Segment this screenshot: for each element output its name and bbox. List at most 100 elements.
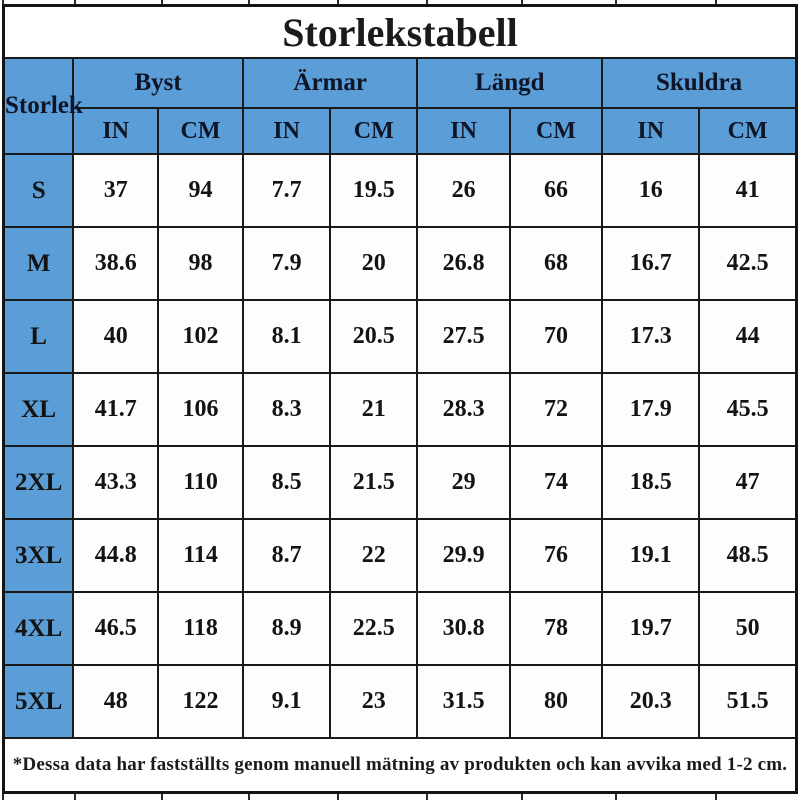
column-stub	[428, 794, 523, 800]
value-cell: 40	[72, 299, 160, 374]
value-cell: 110	[157, 445, 244, 520]
value-cell: 68	[508, 226, 604, 301]
value-cell: 26	[416, 153, 511, 228]
unit-header-armar-cm: CM	[329, 107, 419, 155]
unit-header-langd-in: IN	[416, 107, 511, 155]
size-cell: 2XL	[2, 445, 75, 520]
value-cell: 106	[157, 372, 244, 447]
value-cell: 114	[157, 518, 244, 593]
value-cell: 41.7	[72, 372, 160, 447]
table-row-m: M 38.6 98 7.9 20 26.8 68 16.7 42.5	[2, 226, 798, 301]
column-stub	[4, 0, 76, 4]
table-row-xl: XL 41.7 106 8.3 21 28.3 72 17.9 45.5	[2, 372, 798, 447]
value-cell: 20.3	[601, 664, 701, 739]
value-cell: 22.5	[329, 591, 419, 666]
value-cell: 38.6	[72, 226, 160, 301]
column-stub	[523, 794, 618, 800]
value-cell: 26.8	[416, 226, 511, 301]
column-stub	[250, 794, 340, 800]
value-cell: 45.5	[698, 372, 798, 447]
value-cell: 74	[508, 445, 604, 520]
value-cell: 19.1	[601, 518, 701, 593]
measure-group-header-row: Storlek Byst Ärmar Längd Skuldra	[2, 57, 798, 155]
value-cell: 102	[157, 299, 244, 374]
column-stub	[523, 0, 618, 4]
value-cell: 23	[329, 664, 419, 739]
value-cell: 27.5	[416, 299, 511, 374]
size-cell: 3XL	[2, 518, 75, 593]
value-cell: 17.3	[601, 299, 701, 374]
size-cell: 4XL	[2, 591, 75, 666]
value-cell: 31.5	[416, 664, 511, 739]
column-stub	[163, 0, 250, 4]
column-stub	[339, 0, 429, 4]
unit-header-skuldra-in: IN	[601, 107, 701, 155]
value-cell: 98	[157, 226, 244, 301]
size-cell: 5XL	[2, 664, 75, 739]
column-stub	[76, 794, 163, 800]
value-cell: 21	[329, 372, 419, 447]
column-stub	[617, 0, 717, 4]
column-stub	[4, 794, 76, 800]
value-cell: 44.8	[72, 518, 160, 593]
value-cell: 29.9	[416, 518, 511, 593]
value-cell: 80	[508, 664, 604, 739]
size-cell: L	[2, 299, 75, 374]
value-cell: 17.9	[601, 372, 701, 447]
title-row: Storlekstabell	[2, 4, 798, 59]
value-cell: 8.1	[241, 299, 332, 374]
value-cell: 16	[601, 153, 701, 228]
footnote-row: *Dessa data har fastställts genom manuel…	[2, 737, 798, 794]
value-cell: 20	[329, 226, 419, 301]
footnote: *Dessa data har fastställts genom manuel…	[2, 737, 798, 794]
column-stub	[250, 0, 340, 4]
size-cell: M	[2, 226, 75, 301]
unit-header-skuldra-cm: CM	[698, 107, 798, 155]
value-cell: 50	[698, 591, 798, 666]
value-cell: 21.5	[329, 445, 419, 520]
table-row-4xl: 4XL 46.5 118 8.9 22.5 30.8 78 19.7 50	[2, 591, 798, 666]
value-cell: 46.5	[72, 591, 160, 666]
table-row-l: L 40 102 8.1 20.5 27.5 70 17.3 44	[2, 299, 798, 374]
value-cell: 72	[508, 372, 604, 447]
value-cell: 28.3	[416, 372, 511, 447]
value-cell: 48	[72, 664, 160, 739]
value-cell: 47	[698, 445, 798, 520]
page-title: Storlekstabell	[2, 4, 798, 59]
unit-header-langd-cm: CM	[508, 107, 604, 155]
value-cell: 7.7	[241, 153, 332, 228]
value-cell: 30.8	[416, 591, 511, 666]
column-stub	[617, 794, 717, 800]
size-cell: S	[2, 153, 75, 228]
value-cell: 44	[698, 299, 798, 374]
value-cell: 94	[157, 153, 244, 228]
column-stub	[76, 0, 163, 4]
value-cell: 7.9	[241, 226, 332, 301]
value-cell: 42.5	[698, 226, 798, 301]
column-stub	[428, 0, 523, 4]
value-cell: 8.7	[241, 518, 332, 593]
value-cell: 122	[157, 664, 244, 739]
cropped-table-row-below	[2, 794, 798, 800]
unit-header-byst-cm: CM	[157, 107, 244, 155]
table-row-3xl: 3XL 44.8 114 8.7 22 29.9 76 19.1 48.5	[2, 518, 798, 593]
value-cell: 76	[508, 518, 604, 593]
size-cell: XL	[2, 372, 75, 447]
value-cell: 51.5	[698, 664, 798, 739]
unit-header-armar-in: IN	[241, 107, 332, 155]
column-stub	[339, 794, 429, 800]
col-group-armar: Ärmar	[241, 57, 419, 109]
value-cell: 8.3	[241, 372, 332, 447]
value-cell: 16.7	[601, 226, 701, 301]
value-cell: 20.5	[329, 299, 419, 374]
value-cell: 70	[508, 299, 604, 374]
table-row-2xl: 2XL 43.3 110 8.5 21.5 29 74 18.5 47	[2, 445, 798, 520]
value-cell: 18.5	[601, 445, 701, 520]
value-cell: 29	[416, 445, 511, 520]
value-cell: 118	[157, 591, 244, 666]
col-group-skuldra: Skuldra	[601, 57, 798, 109]
value-cell: 19.5	[329, 153, 419, 228]
value-cell: 8.9	[241, 591, 332, 666]
col-group-langd: Längd	[416, 57, 604, 109]
